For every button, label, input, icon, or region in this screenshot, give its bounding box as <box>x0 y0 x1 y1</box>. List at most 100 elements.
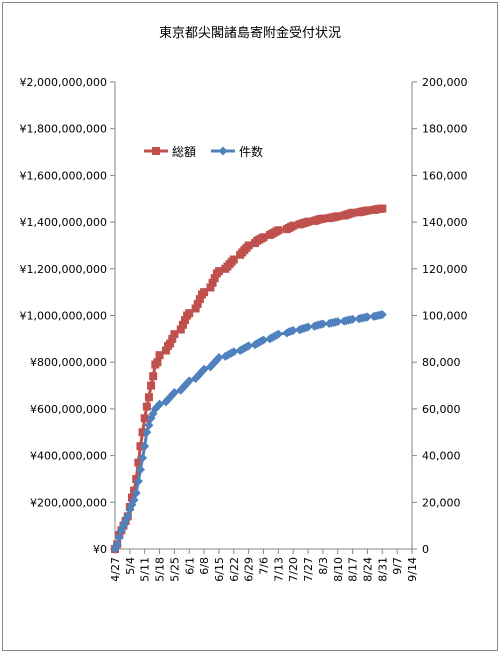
data-point-count <box>362 312 372 322</box>
legend-label-total-amount: 総額 <box>172 145 196 159</box>
x-tick-label: 7/6 <box>258 557 271 575</box>
x-tick-label: 8/24 <box>361 557 374 582</box>
data-point-total-amount <box>259 233 268 242</box>
data-point-total-amount <box>206 283 215 292</box>
x-tick-label: 8/17 <box>347 557 360 582</box>
y-left-tick-label: ¥1,600,000,000 <box>20 169 107 182</box>
chart-title: 東京都尖閣諸島寄附金受付状況 <box>159 25 341 41</box>
data-point-total-amount <box>333 212 342 221</box>
y-right-tick-label: 200,000 <box>422 76 468 89</box>
y-right-tick-label: 160,000 <box>422 169 468 182</box>
y-left-tick-label: ¥1,800,000,000 <box>20 123 107 136</box>
data-point-total-amount <box>147 381 156 390</box>
y-right-tick-label: 60,000 <box>422 403 461 416</box>
data-point-count <box>288 325 298 335</box>
y-left-tick-label: ¥400,000,000 <box>30 450 107 463</box>
data-point-count <box>348 314 358 324</box>
data-point-total-amount <box>191 304 200 313</box>
data-point-total-amount <box>168 334 177 343</box>
x-tick-label: 9/14 <box>406 557 419 582</box>
data-point-count <box>259 335 268 345</box>
x-tick-label: 8/10 <box>332 557 345 582</box>
x-tick-label: 5/4 <box>124 557 137 575</box>
data-point-count <box>135 465 145 475</box>
data-point-total-amount <box>181 316 190 325</box>
x-tick-label: 8/31 <box>376 557 389 582</box>
data-point-total-amount <box>229 255 238 264</box>
data-point-count <box>114 532 124 542</box>
y-left-tick-label: ¥1,000,000,000 <box>20 310 107 323</box>
x-tick-label: 6/1 <box>183 557 196 575</box>
x-tick-label: 6/8 <box>198 557 211 575</box>
legend-marker-count <box>218 146 228 156</box>
data-point-total-amount <box>289 221 298 230</box>
x-tick-label: 8/3 <box>317 557 330 575</box>
data-point-count <box>377 310 387 320</box>
data-point-total-amount <box>304 217 313 226</box>
data-point-count <box>142 427 152 437</box>
data-point-total-amount <box>193 299 202 308</box>
y-left-tick-label: ¥1,200,000,000 <box>20 263 107 276</box>
y-right-tick-label: 20,000 <box>422 496 461 509</box>
data-point-count <box>140 441 150 451</box>
x-tick-label: 7/20 <box>287 557 300 582</box>
data-point-count <box>333 317 343 327</box>
x-tick-label: 6/29 <box>243 557 256 582</box>
data-point-total-amount <box>208 278 217 287</box>
y-left-tick-label: ¥1,400,000,000 <box>20 216 107 229</box>
y-left-tick-label: ¥2,000,000,000 <box>20 76 107 89</box>
data-point-count <box>133 476 143 486</box>
legend-marker-total-amount <box>152 147 160 155</box>
y-left-tick-label: ¥200,000,000 <box>30 496 107 509</box>
y-left-tick-label: ¥600,000,000 <box>30 403 107 416</box>
y-left-tick-label: ¥800,000,000 <box>30 356 107 369</box>
data-point-total-amount <box>149 372 158 381</box>
data-point-total-amount <box>274 226 283 235</box>
data-point-total-amount <box>318 214 327 223</box>
data-point-count <box>121 516 131 526</box>
data-point-total-amount <box>185 309 194 318</box>
x-tick-label: 7/27 <box>302 557 315 582</box>
data-point-total-amount <box>134 458 143 467</box>
x-tick-label: 5/18 <box>154 557 167 582</box>
data-point-total-amount <box>140 414 149 423</box>
x-tick-label: 5/11 <box>139 557 152 582</box>
data-point-total-amount <box>142 402 151 411</box>
data-point-total-amount <box>244 241 253 250</box>
x-tick-label: 6/15 <box>213 557 226 582</box>
x-tick-label: 6/22 <box>228 557 241 582</box>
y-right-tick-label: 40,000 <box>422 450 461 463</box>
data-point-total-amount <box>178 320 187 329</box>
data-point-total-amount <box>155 351 164 360</box>
y-right-tick-label: 100,000 <box>422 310 468 323</box>
y-right-tick-label: 140,000 <box>422 216 468 229</box>
data-point-total-amount <box>144 393 153 402</box>
data-point-count <box>123 511 133 521</box>
data-point-total-amount <box>348 208 357 217</box>
data-point-count <box>129 495 139 505</box>
data-point-count <box>112 539 122 549</box>
data-point-total-amount <box>210 274 219 283</box>
data-point-total-amount <box>170 330 179 339</box>
x-tick-label: 5/25 <box>168 557 181 582</box>
data-point-total-amount <box>195 295 204 304</box>
data-point-total-amount <box>214 267 223 276</box>
data-point-count <box>138 453 148 463</box>
data-point-total-amount <box>153 358 162 367</box>
data-point-total-amount <box>166 339 175 348</box>
data-point-count <box>318 319 328 329</box>
legend-label-count: 件数 <box>239 144 263 159</box>
data-point-count <box>244 341 254 351</box>
data-point-count <box>229 347 239 357</box>
x-tick-label: 7/13 <box>272 557 285 582</box>
x-tick-label: 9/7 <box>391 557 404 575</box>
data-point-count <box>273 329 283 339</box>
data-point-total-amount <box>363 206 372 215</box>
y-right-tick-label: 180,000 <box>422 123 468 136</box>
data-point-total-amount <box>378 204 387 213</box>
data-point-count <box>144 420 154 430</box>
x-tick-label: 4/27 <box>109 557 122 582</box>
y-right-tick-label: 120,000 <box>422 263 468 276</box>
